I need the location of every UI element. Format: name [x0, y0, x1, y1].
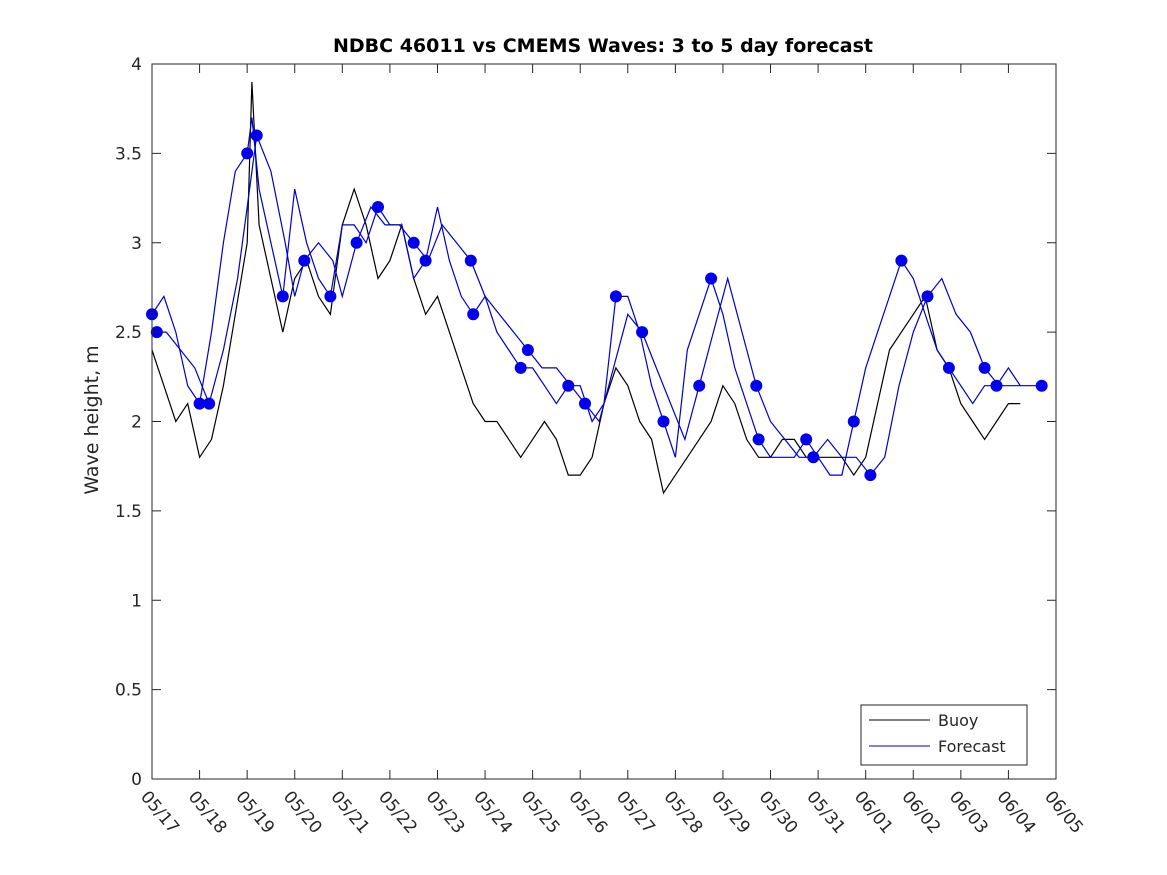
chart-title: NDBC 46011 vs CMEMS Waves: 3 to 5 day fo… — [333, 35, 873, 57]
series-line-forecast-1 — [151, 117, 1021, 476]
forecast-point — [636, 326, 649, 339]
y-axis-label: Wave height, m — [81, 345, 103, 494]
forecast-point — [298, 254, 311, 267]
y-tick-label: 2 — [131, 413, 142, 433]
forecast-point — [864, 469, 877, 482]
legend-forecast-label: Forecast — [938, 737, 1006, 756]
y-tick-label: 1.5 — [115, 502, 142, 522]
legend-buoy-label: Buoy — [938, 711, 978, 730]
forecast-point — [990, 379, 1003, 392]
y-tick-label: 0.5 — [115, 681, 142, 701]
forecast-point — [521, 344, 534, 356]
series-line-buoy-0 — [151, 81, 1021, 495]
y-tick-label: 3.5 — [115, 144, 142, 164]
forecast-point — [752, 433, 765, 446]
forecast-point — [514, 361, 527, 374]
forecast-point — [847, 415, 860, 428]
forecast-point — [562, 379, 575, 392]
y-tick-label: 4 — [131, 55, 142, 75]
forecast-point — [942, 361, 955, 374]
forecast-point — [657, 415, 670, 428]
forecast-point — [241, 147, 254, 160]
forecast-point — [203, 397, 216, 410]
y-tick-label: 2.5 — [115, 323, 142, 343]
y-tick-label: 3 — [131, 234, 142, 254]
forecast-point — [693, 379, 706, 392]
forecast-point — [350, 236, 363, 249]
plot-area — [152, 64, 1056, 779]
plot-area-bg — [152, 64, 1056, 779]
forecast-point — [807, 451, 820, 464]
forecast-point — [978, 361, 991, 374]
legend: Buoy Forecast — [860, 704, 1028, 766]
forecast-point — [750, 379, 763, 392]
y-tick-label: 1 — [131, 591, 142, 611]
forecast-point — [1035, 379, 1048, 392]
forecast-point — [609, 290, 622, 303]
forecast-point — [705, 272, 718, 285]
forecast-point — [193, 397, 206, 410]
forecast-point — [324, 290, 337, 303]
forecast-point — [276, 290, 289, 303]
forecast-point — [407, 236, 420, 249]
forecast-point — [895, 254, 908, 267]
forecast-point — [921, 290, 934, 303]
y-tick-label: 0 — [131, 770, 142, 790]
forecast-point — [579, 397, 591, 410]
forecast-point — [250, 129, 263, 142]
forecast-point — [372, 201, 384, 213]
forecast-point — [800, 433, 813, 446]
forecast-point — [464, 254, 477, 267]
legend-box — [860, 704, 1028, 766]
forecast-point — [467, 308, 480, 321]
